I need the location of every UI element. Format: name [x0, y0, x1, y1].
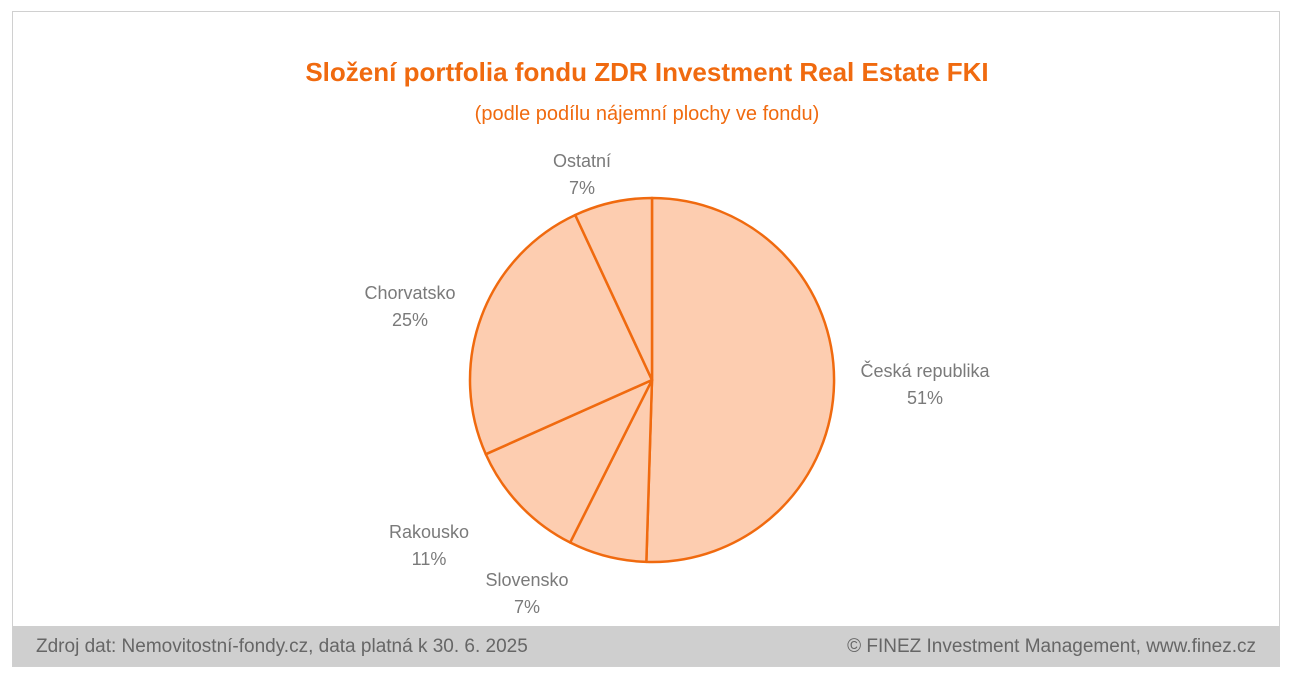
slice-label-slovensko: Slovensko 7% — [427, 567, 627, 621]
slice-name: Česká republika — [860, 361, 990, 381]
pie-slice-rakousko — [484, 378, 654, 544]
slice-value: 7% — [513, 597, 540, 617]
slice-value: 25% — [391, 310, 429, 330]
slice-name: Ostatní — [552, 151, 612, 171]
footer-copyright: © FINEZ Investment Management, www.finez… — [847, 636, 1256, 657]
slice-label-rakousko: Rakousko 11% — [329, 519, 529, 573]
slice-value: 51% — [906, 388, 944, 408]
chart-title: Složení portfolia fondu ZDR Investment R… — [305, 57, 989, 87]
pie-slice-chorvatsko — [468, 213, 654, 456]
slice-label-chorvatsko: Chorvatsko 25% — [310, 280, 510, 334]
pie-slice-ostatni — [573, 196, 654, 382]
slice-name: Rakousko — [388, 522, 470, 542]
chart-subtitle: (podle podílu nájemní plochy ve fondu) — [474, 103, 820, 125]
slice-value: 7% — [568, 178, 595, 198]
slice-value: 11% — [411, 549, 447, 569]
slice-name: Slovensko — [485, 570, 569, 590]
footer-bar: Zdroj dat: Nemovitostní-fondy.cz, data p… — [13, 626, 1280, 666]
pie-slice-ceska-republika — [645, 196, 836, 564]
slice-label-ceska-republika: Česká republika 51% — [825, 358, 1025, 412]
slice-name: Chorvatsko — [364, 283, 456, 303]
footer-source: Zdroj dat: Nemovitostní-fondy.cz, data p… — [36, 636, 528, 657]
slice-label-ostatni: Ostatní 7% — [482, 148, 682, 202]
